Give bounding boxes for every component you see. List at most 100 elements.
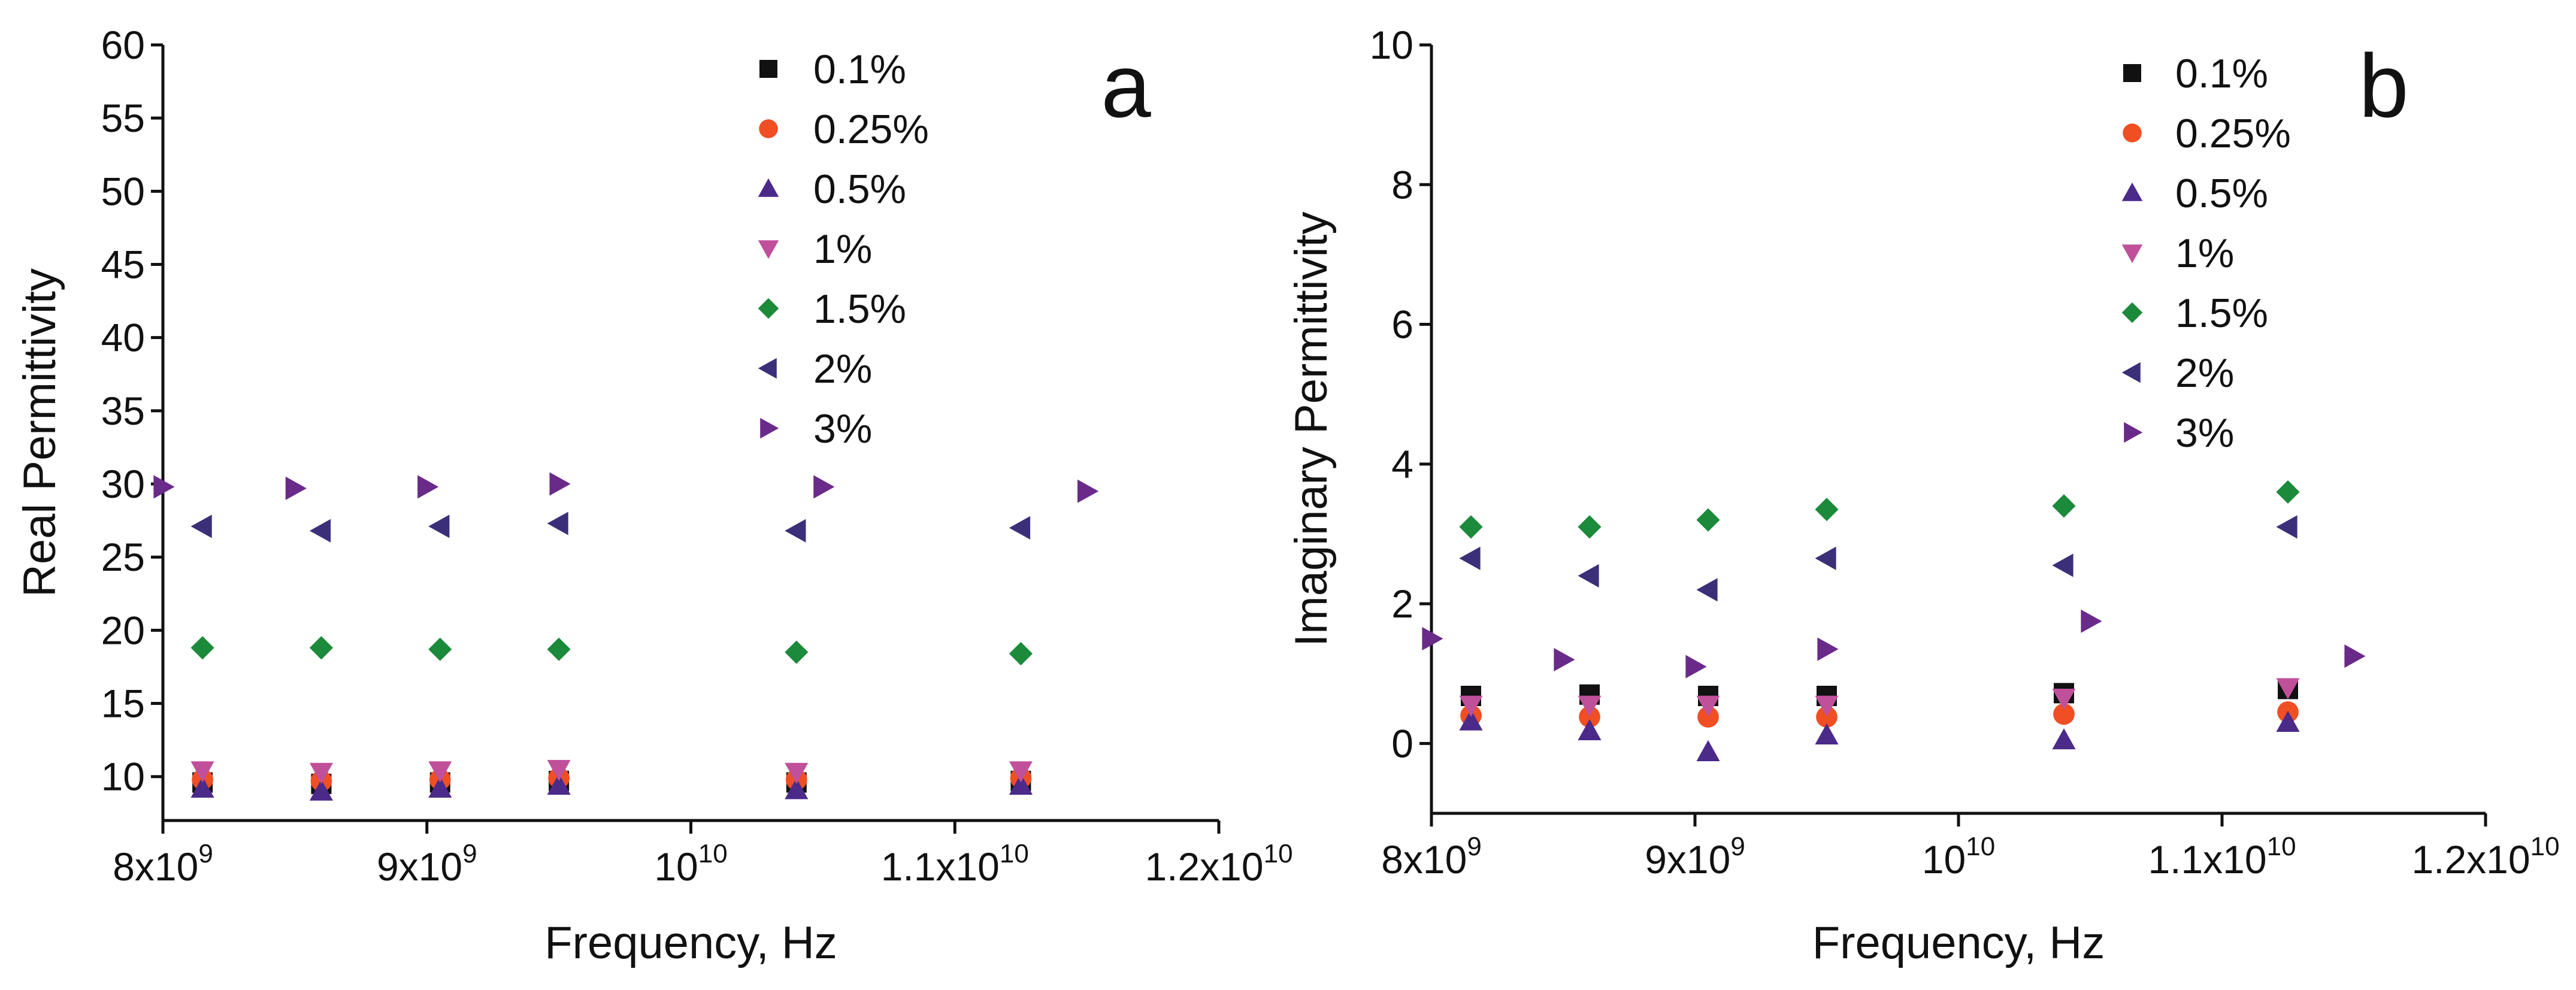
a-data-point [309,762,333,784]
a-series-2 [190,773,1033,801]
a-series-3 [190,759,1033,784]
b-data-point [1459,695,1483,717]
a-y-axis-title: Real Permittivity [14,268,65,597]
b-panel-letter: b [2359,35,2408,136]
b-data-point [1578,695,1602,717]
a-legend-label: 0.5% [813,166,906,212]
b-x-tick-label: 8x109 [1381,832,1482,882]
b-data-point [1696,695,1720,717]
a-data-point [153,475,175,499]
b-data-point [1554,647,1575,671]
a-x-tick-label: 1.2x1010 [1145,839,1292,889]
b-series-4 [1459,480,2300,539]
a-data-point [428,776,452,798]
b-y-tick-label: 8 [1391,162,1413,207]
a-data-point [417,475,439,499]
b-y-tick-label: 0 [1391,721,1413,765]
a-data-point [428,514,450,538]
b-data-point [1815,695,1839,717]
a-series-5 [190,511,1031,543]
a-legend-marker [758,358,777,379]
panel-a-real-permittivity: 10 15 20 25 30 35 40 45 50 55 60 8x109 9x109 1010 1.1x… [14,23,1293,968]
a-y-tick-label: 15 [101,682,145,726]
a-y-tick-label: 20 [101,608,145,652]
b-x-tick-label: 1010 [1922,832,1995,882]
b-x-tick-label: 1.2x1010 [2411,832,2559,882]
a-panel-letter: a [1101,35,1151,136]
b-legend-marker [2121,302,2143,323]
a-legend-label: 0.25% [813,107,929,152]
a-legend-label: 3% [813,406,872,452]
a-legend-marker [758,178,779,197]
a-data-point [549,472,571,496]
a-data-point [309,779,333,801]
b-data-point [2052,688,2076,710]
a-legend-marker [759,119,778,138]
b-data-point [1697,706,1719,728]
b-data-point [1459,546,1481,570]
a-data-point [1009,773,1033,795]
b-legend-marker [2123,64,2141,82]
a-series-6 [153,472,1099,503]
b-x-tick-label: 9x109 [1645,832,1745,882]
b-y-tick-label: 4 [1391,442,1413,486]
a-legend-marker [758,298,779,319]
a-axes [161,45,1219,822]
b-legend-marker [2123,123,2142,143]
a-data-point [190,636,214,660]
a-legend-label: 1.5% [813,286,906,332]
b-data-point [1696,578,1718,602]
b-data-point [1696,508,1720,532]
b-data-point [2276,678,2300,700]
a-y-tick-label: 55 [101,96,145,140]
a-data-point [309,519,331,543]
a-data-point [547,759,571,782]
a-legend-label: 1% [813,226,872,272]
a-x-tick-label: 1010 [654,839,727,889]
b-data-point [1459,709,1483,731]
a-legend: 0.1% 0.25% 0.5% 1% 1.5% 2% 3% [758,47,929,452]
a-data-point [1077,479,1099,503]
b-data-point [2052,553,2073,577]
a-x-tick-label: 1.1x1010 [881,839,1029,889]
a-data-point [190,776,214,798]
a-legend-label: 0.1% [813,47,906,92]
b-data-point [1422,626,1443,650]
panel-b-imaginary-permittivity: 0 2 4 6 8 10 8x109 9x109 1010 1.1x1010 1.2x1010 Fre… [1286,23,2560,968]
a-y-tick-label: 60 [101,23,145,67]
a-data-point [1009,516,1031,540]
b-legend-label: 1.5% [2175,290,2268,336]
a-data-point [428,637,452,661]
a-legend-label: 2% [813,346,872,392]
a-y-tick-label: 30 [101,462,145,506]
b-data-point [1578,515,1602,539]
b-legend-marker [2121,182,2143,201]
a-legend-marker [760,417,779,439]
b-data-point [1578,719,1602,741]
b-data-point [2081,609,2102,633]
a-data-point [428,761,452,783]
b-x-tick-label: 1.1x1010 [2148,832,2296,882]
b-y-tick-label: 6 [1391,302,1413,347]
b-data-point [2052,728,2076,750]
a-y-tick-label: 45 [101,243,145,287]
b-y-tick-label: 2 [1391,582,1413,626]
a-data-point [785,640,809,664]
b-data-point [1815,546,1836,570]
a-series-4 [190,636,1033,666]
b-legend-label: 0.1% [2175,51,2268,96]
b-data-point [1815,498,1839,522]
a-data-point [1009,761,1033,783]
a-legend-marker [758,240,779,259]
a-y-tick-label: 10 [101,755,145,799]
b-data-point [2053,703,2075,725]
b-y-axis-title: Imaginary Permittivity [1286,211,1337,646]
a-data-point [309,636,333,660]
b-data-point [1685,655,1707,679]
b-data-point [1816,706,1838,728]
b-series-5 [1459,515,2297,602]
b-data-point [1579,706,1600,728]
a-data-point [190,514,212,538]
b-legend-marker [2124,422,2143,443]
b-data-point [2052,494,2076,518]
